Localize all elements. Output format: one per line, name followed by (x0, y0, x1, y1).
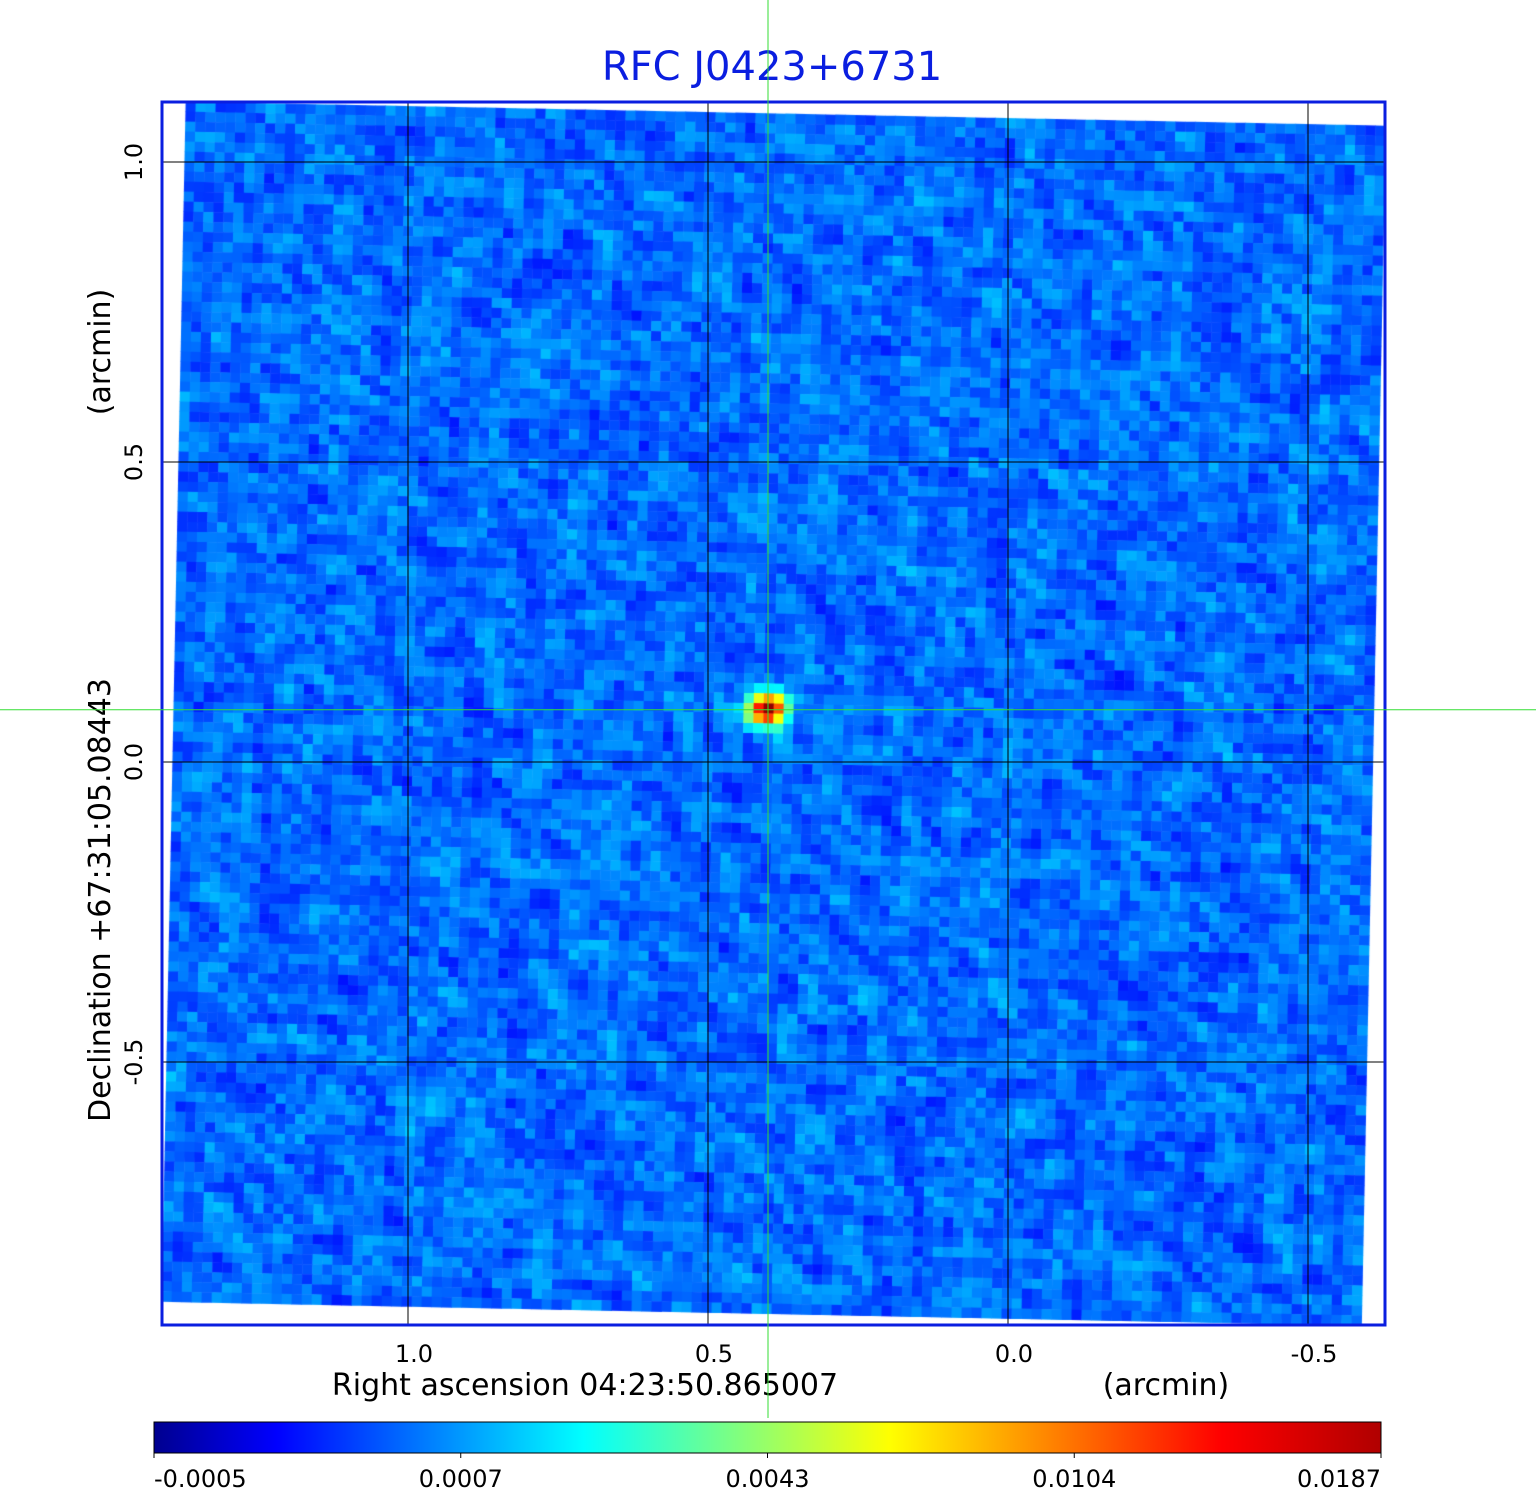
y-tick-label: -0.5 (120, 1039, 148, 1086)
colorbar-tick-label: -0.0005 (154, 1465, 247, 1493)
x-axis-unit: (arcmin) (1103, 1368, 1230, 1403)
y-axis-label: Declination +67:31:05.08443 (83, 678, 118, 1122)
colorbar-tick-label: 0.0043 (726, 1465, 810, 1493)
y-tick-label: 0.0 (120, 743, 148, 781)
colorbar-tick-label: 0.0007 (419, 1465, 503, 1493)
colorbar-tick-label: 0.0187 (1297, 1465, 1381, 1493)
colorbar-ticks: -0.0005 0.0007 0.0043 0.0104 0.0187 (153, 1453, 1382, 1493)
x-tick-label: 0.5 (695, 1340, 733, 1368)
x-tick-label: -0.5 (1291, 1340, 1338, 1368)
x-tick-label: 1.0 (395, 1340, 433, 1368)
grid-lines (162, 102, 1385, 1325)
y-axis-ticks: 1.0 0.5 0.0 -0.5 (120, 143, 148, 1086)
y-tick-label: 0.5 (120, 443, 148, 481)
x-tick-label: 0.0 (995, 1340, 1033, 1368)
y-axis-unit: (arcmin) (83, 289, 118, 416)
colorbar-tick-label: 0.0104 (1032, 1465, 1116, 1493)
x-axis-label: Right ascension 04:23:50.865007 (332, 1368, 838, 1403)
x-axis-ticks: 1.0 0.5 0.0 -0.5 (395, 1340, 1338, 1368)
chart-title: RFC J0423+6731 (602, 44, 942, 90)
crosshair (0, 0, 1536, 1418)
y-tick-label: 1.0 (120, 143, 148, 181)
colorbar (153, 1421, 1382, 1454)
plot-frame (160, 100, 1387, 1327)
